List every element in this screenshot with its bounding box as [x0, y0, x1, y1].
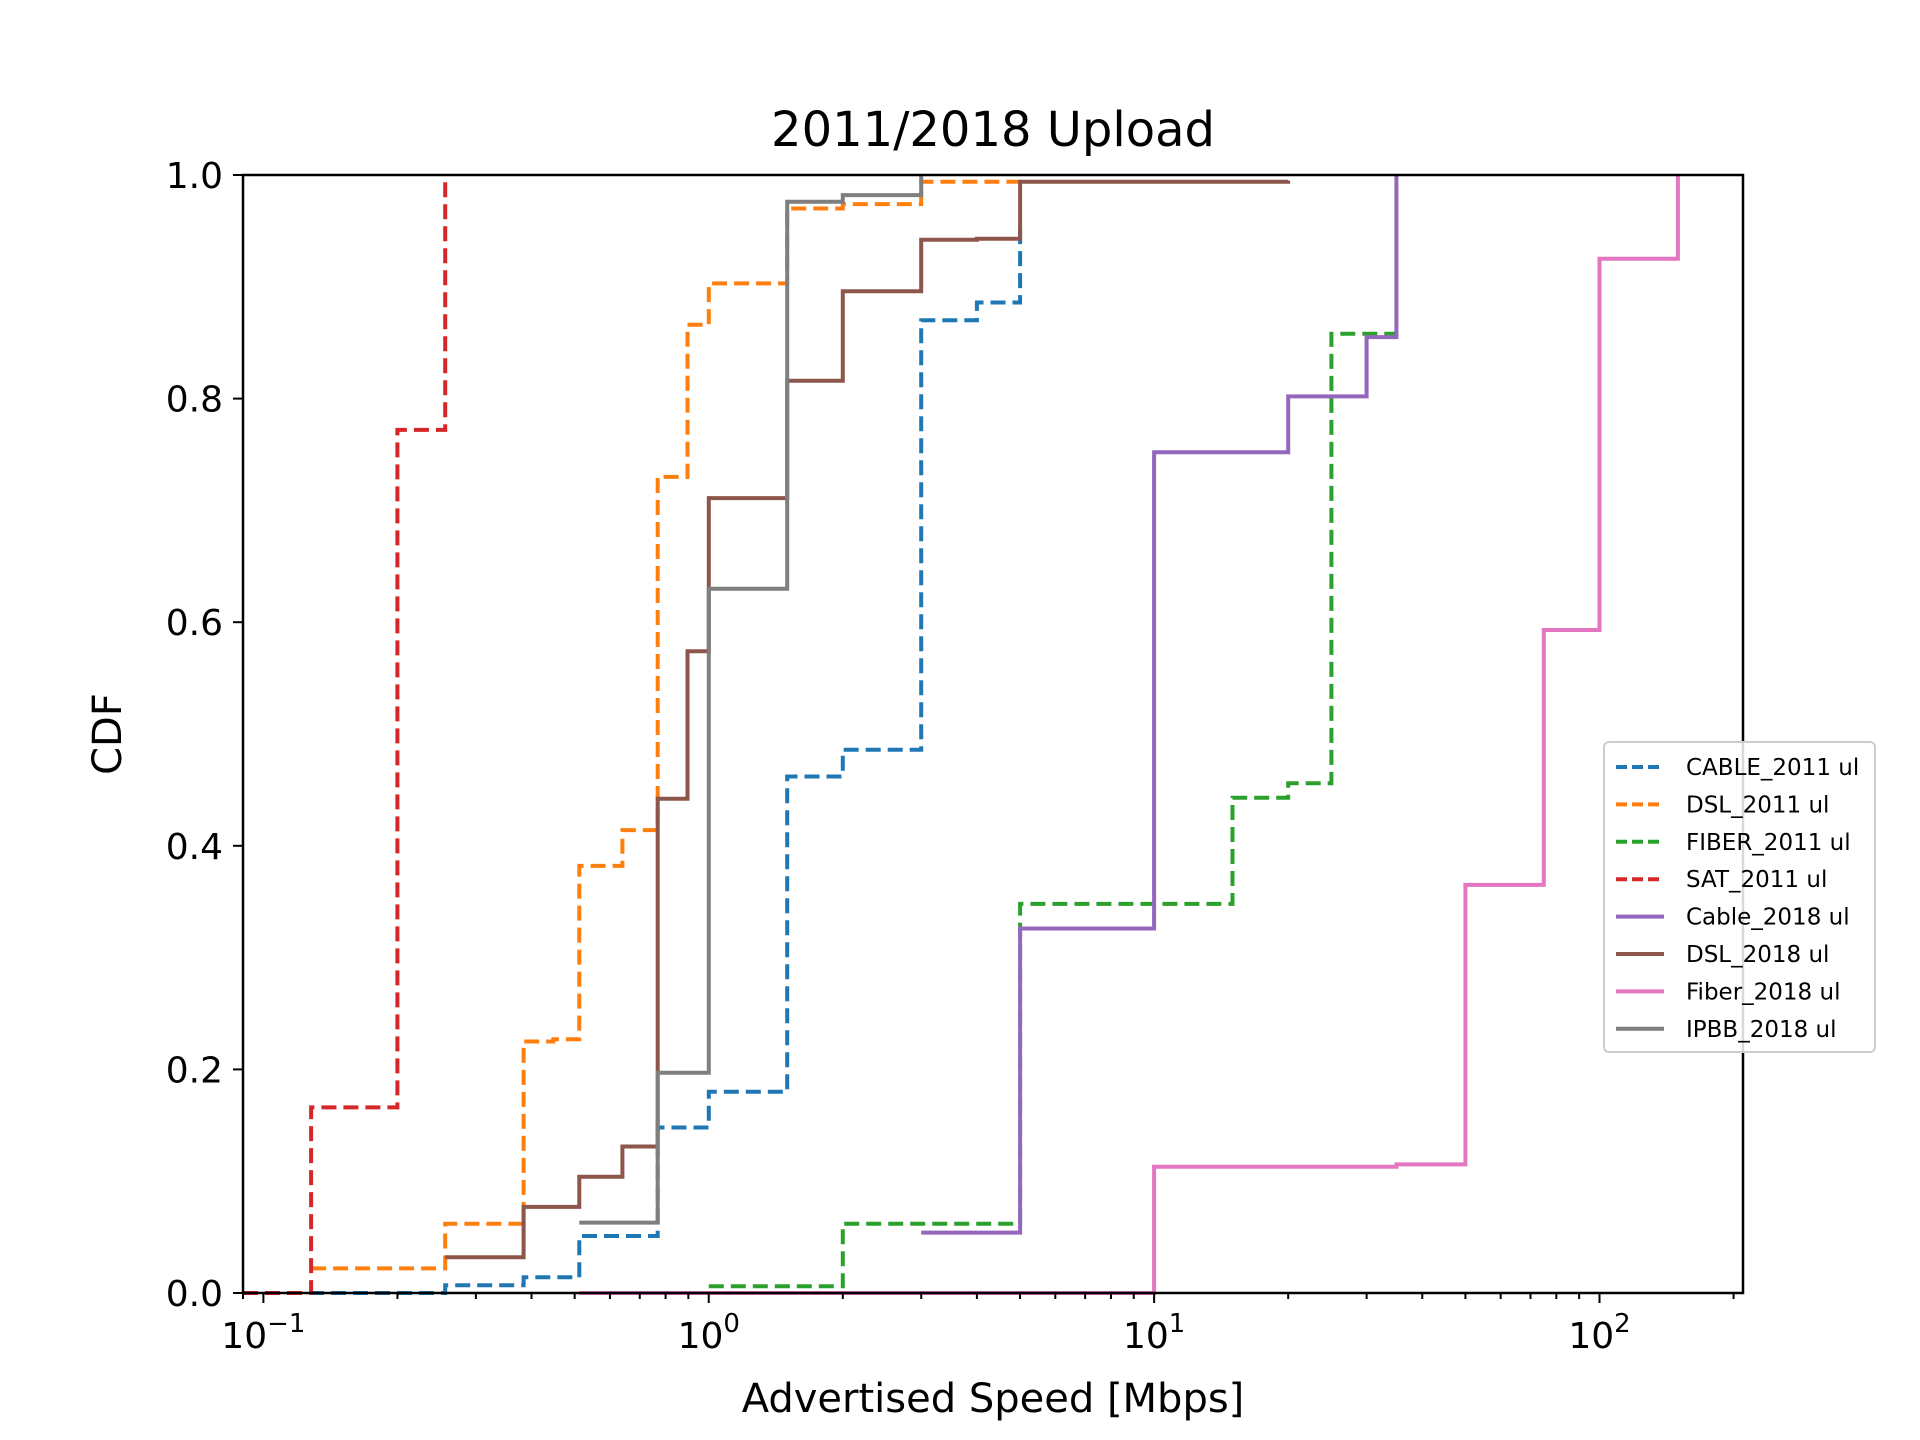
series-layer [243, 175, 1680, 1295]
x-axis: 10−1 100 101 102 [221, 1293, 1735, 1357]
x-tick-label-1: 100 [678, 1309, 740, 1357]
legend-box [1603, 741, 1876, 1053]
chart-title: 2011/2018 Upload [771, 102, 1215, 158]
legend-label-5: DSL_2018 ul [1686, 942, 1829, 968]
series-line-2 [708, 329, 1399, 1289]
series-line-1 [311, 179, 1023, 1271]
legend-label-2: FIBER_2011 ul [1686, 830, 1851, 856]
x-tick-label-0: 10−1 [221, 1309, 305, 1357]
x-tick-label-2: 101 [1123, 1309, 1185, 1357]
y-tick-label-1: 0.2 [166, 1050, 223, 1091]
y-tick-label-2: 0.4 [166, 827, 223, 868]
y-axis-label: CDF [85, 693, 131, 775]
x-tick-label-3: 102 [1568, 1309, 1630, 1357]
y-tick-label-5: 1.0 [166, 156, 223, 197]
y-tick-label-0: 0.0 [166, 1274, 223, 1315]
y-axis: 0.0 0.2 0.4 0.6 0.8 1.0 [166, 156, 243, 1315]
plot-frame [241, 173, 1745, 1295]
y-tick-label-4: 0.8 [166, 380, 223, 421]
legend-label-1: DSL_2011 ul [1686, 792, 1829, 818]
legend: CABLE_2011 ul DSL_2011 ul FIBER_2011 ul SAT… [1603, 741, 1876, 1053]
series-line-0 [243, 224, 1023, 1295]
series-line-7 [579, 175, 924, 1225]
legend-label-3: SAT_2011 ul [1686, 867, 1827, 893]
series-line-6 [579, 175, 1680, 1295]
legend-label-7: IPBB_2018 ul [1686, 1017, 1837, 1043]
x-axis-label: Advertised Speed [Mbps] [742, 1376, 1245, 1422]
series-line-4 [921, 175, 1399, 1235]
legend-label-4: Cable_2018 ul [1686, 905, 1850, 931]
series-line-5 [445, 179, 1291, 1260]
y-tick-label-3: 0.6 [166, 603, 223, 644]
legend-label-6: Fiber_2018 ul [1686, 979, 1840, 1005]
legend-label-0: CABLE_2011 ul [1686, 755, 1859, 781]
